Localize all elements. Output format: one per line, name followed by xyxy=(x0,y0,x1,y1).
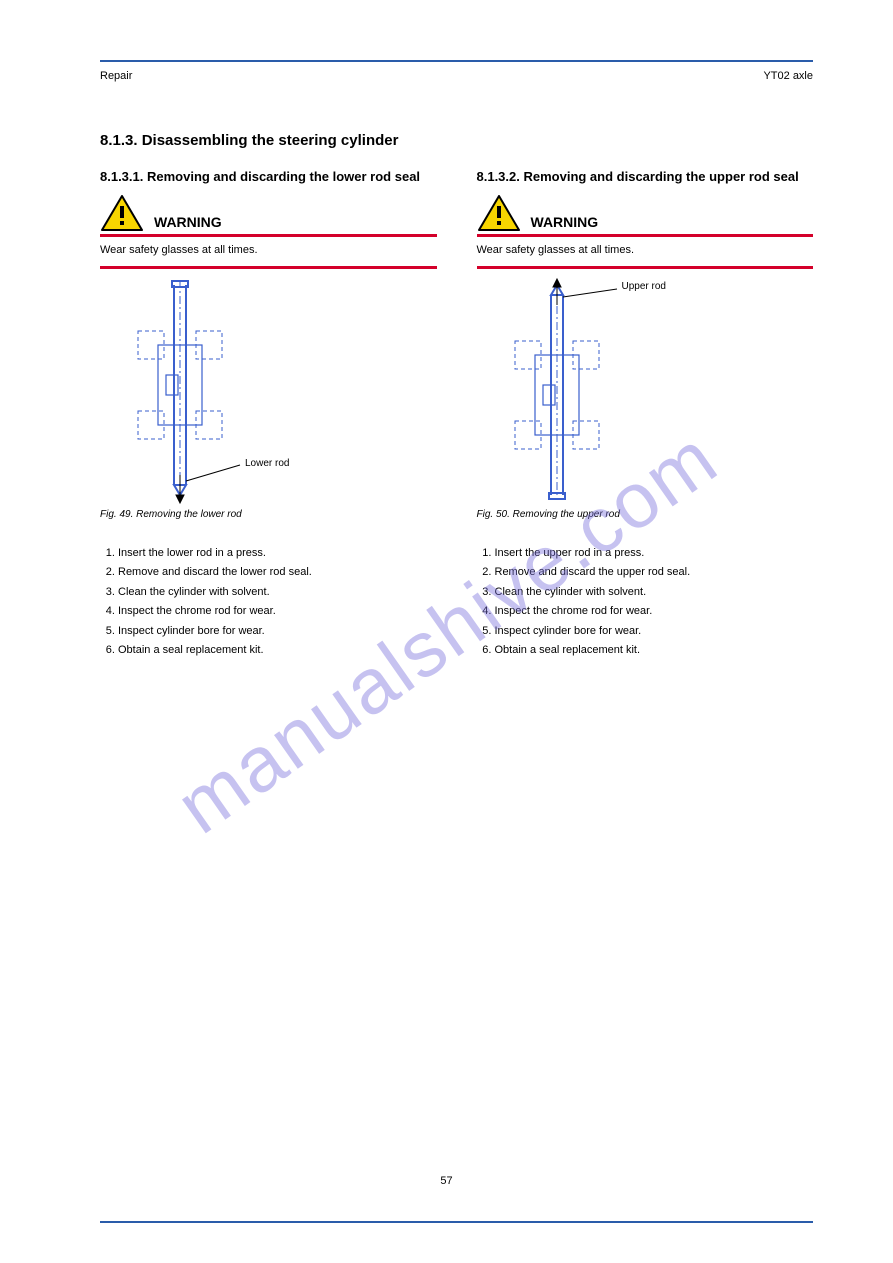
warning-bar-bottom-right xyxy=(477,266,814,269)
step-item: Insert the upper rod in a press. xyxy=(495,545,814,562)
subsection-heading-right: 8.1.3.2. Removing and discarding the upp… xyxy=(477,169,814,184)
column-right: 8.1.3.2. Removing and discarding the upp… xyxy=(477,155,814,662)
step-item: Inspect cylinder bore for wear. xyxy=(495,623,814,640)
warning-head-left: WARNING xyxy=(100,194,437,232)
step-item: Clean the cylinder with solvent. xyxy=(495,584,814,601)
steps-left: Insert the lower rod in a press. Remove … xyxy=(118,545,437,659)
warning-triangle-icon xyxy=(477,194,521,232)
header-left: Repair xyxy=(100,70,132,82)
warning-bar-bottom-left xyxy=(100,266,437,269)
footer-rule xyxy=(100,1221,813,1223)
step-item: Remove and discard the lower rod seal. xyxy=(118,564,437,581)
section-title: Disassembling the steering cylinder xyxy=(142,132,399,149)
header-right: YT02 axle xyxy=(763,70,813,82)
manual-page: Repair YT02 axle 8.1.3. Disassembling th… xyxy=(0,0,893,1263)
lower-rod-diagram xyxy=(100,275,300,505)
step-item: Clean the cylinder with solvent. xyxy=(118,584,437,601)
upper-rod-diagram xyxy=(477,275,677,505)
step-item: Inspect cylinder bore for wear. xyxy=(118,623,437,640)
fig-left-text: Removing the lower rod xyxy=(136,509,242,520)
figure-left-label: Lower rod xyxy=(245,458,289,469)
figure-right-caption: Fig. 50. Removing the upper rod xyxy=(477,509,814,520)
warning-title-left: WARNING xyxy=(154,214,222,232)
section-heading: 8.1.3. Disassembling the steering cylind… xyxy=(100,132,813,149)
fig-right-text: Removing the upper rod xyxy=(513,509,620,520)
step-item: Inspect the chrome rod for wear. xyxy=(495,603,814,620)
figure-right-label: Upper rod xyxy=(622,281,666,292)
figure-left: Lower rod Fig. 49. Removing the lower ro… xyxy=(100,275,437,535)
figure-left-caption: Fig. 49. Removing the lower rod xyxy=(100,509,437,520)
warning-block-right: WARNING Wear safety glasses at all times… xyxy=(477,194,814,269)
fig-left-num: Fig. 49. xyxy=(100,509,133,520)
warning-title-right: WARNING xyxy=(531,214,599,232)
subsection-heading-left: 8.1.3.1. Removing and discarding the low… xyxy=(100,169,437,184)
warning-text-right: Wear safety glasses at all times. xyxy=(477,237,814,264)
steps-right: Insert the upper rod in a press. Remove … xyxy=(495,545,814,659)
page-footer xyxy=(100,1221,813,1223)
step-item: Insert the lower rod in a press. xyxy=(118,545,437,562)
step-item: Inspect the chrome rod for wear. xyxy=(118,603,437,620)
warning-head-right: WARNING xyxy=(477,194,814,232)
section-number: 8.1.3. xyxy=(100,132,138,149)
step-item: Obtain a seal replacement kit. xyxy=(495,642,814,659)
warning-triangle-icon xyxy=(100,194,144,232)
step-item: Obtain a seal replacement kit. xyxy=(118,642,437,659)
figure-right: Upper rod Fig. 50. Removing the upper ro… xyxy=(477,275,814,535)
step-item: Remove and discard the upper rod seal. xyxy=(495,564,814,581)
column-left: 8.1.3.1. Removing and discarding the low… xyxy=(100,155,437,662)
page-number: 57 xyxy=(0,1175,893,1187)
fig-right-num: Fig. 50. xyxy=(477,509,510,520)
page-header: Repair YT02 axle xyxy=(100,62,813,102)
two-column-layout: 8.1.3.1. Removing and discarding the low… xyxy=(100,155,813,662)
warning-block-left: WARNING Wear safety glasses at all times… xyxy=(100,194,437,269)
warning-text-left: Wear safety glasses at all times. xyxy=(100,237,437,264)
